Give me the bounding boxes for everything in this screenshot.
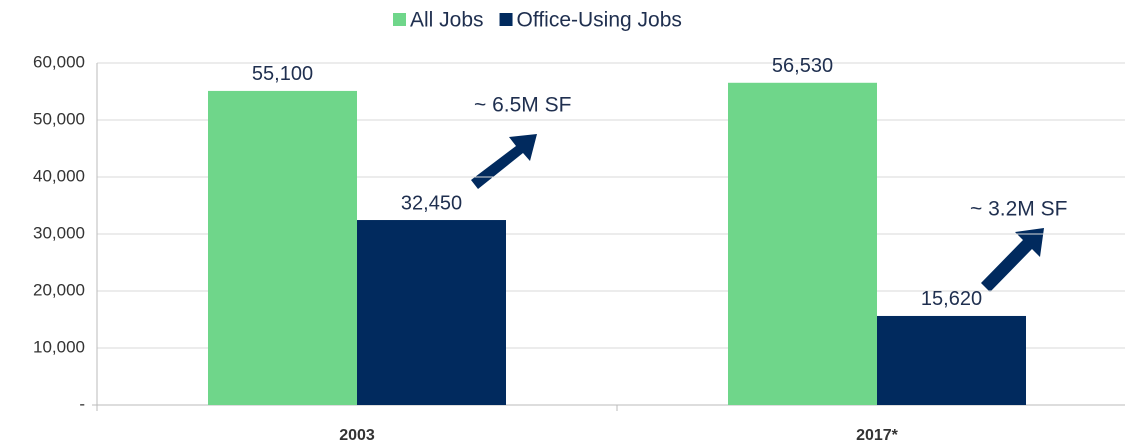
bar (357, 220, 506, 405)
y-tick-label: 60,000 (33, 52, 85, 71)
annotation: ~ 6.5M SF (474, 94, 571, 117)
bar (208, 90, 357, 406)
data-label: 55,100 (252, 63, 313, 85)
annotation: ~ 3.2M SF (970, 198, 1067, 221)
data-label: 32,450 (401, 192, 462, 214)
y-tick-label: 30,000 (33, 223, 85, 242)
y-tick-label: 40,000 (33, 166, 85, 185)
x-tick-label: 2017* (856, 427, 899, 444)
y-tick-label: 20,000 (33, 280, 85, 299)
y-tick-label: 10,000 (33, 337, 85, 356)
y-tick-label: - (79, 394, 85, 413)
arrow (981, 228, 1044, 292)
arrow (471, 134, 537, 189)
y-tick-label: 50,000 (33, 109, 85, 128)
x-tick-label: 2003 (339, 427, 375, 444)
bar (728, 82, 877, 406)
data-label: 15,620 (921, 288, 982, 310)
data-label: 56,530 (772, 55, 833, 77)
legend-swatch (393, 13, 406, 26)
legend-swatch (499, 13, 513, 26)
legend-label: Office-Using Jobs (517, 9, 682, 32)
legend-label: All Jobs (410, 9, 484, 32)
bar (877, 315, 1026, 405)
